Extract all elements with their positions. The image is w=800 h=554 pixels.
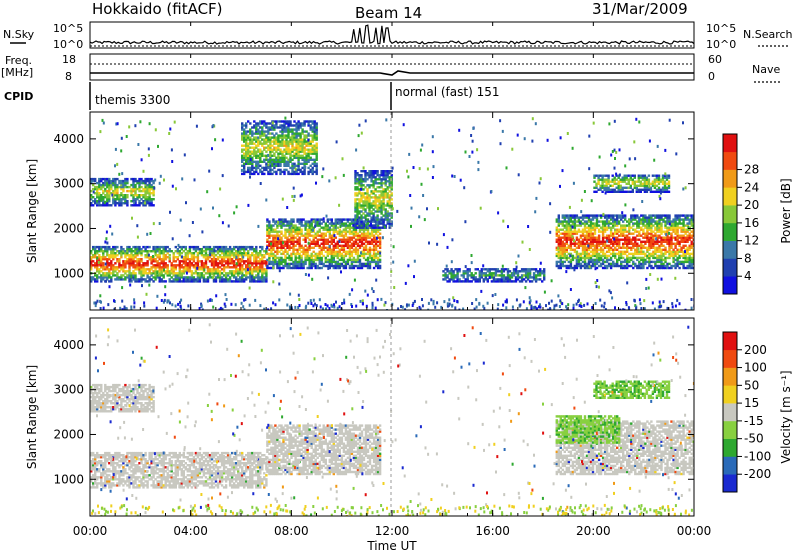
velocity-colorbar-tick-1: 100 bbox=[744, 361, 767, 375]
power-panel: 1000 2000 3000 4000 bbox=[53, 111, 695, 311]
velocity-colorbar-swatch-5 bbox=[723, 385, 737, 404]
power-ytick-3: 4000 bbox=[53, 132, 84, 146]
cpid-mode-1: themis 3300 bbox=[95, 93, 170, 107]
power-colorbar-tick-3: 16 bbox=[744, 216, 759, 230]
velocity-colorbar-swatch-6 bbox=[723, 367, 737, 386]
nsky-tick-top: 10^5 bbox=[53, 22, 83, 35]
time-axis: 00:00 04:00 08:00 12:00 16:00 20:00 00:00 bbox=[73, 22, 712, 538]
power-colorbar-swatch-3 bbox=[723, 222, 737, 241]
time-axis-label: Time UT bbox=[366, 539, 417, 553]
power-colorbar-swatch-5 bbox=[723, 187, 737, 206]
nsky-tick-bottom: 10^0 bbox=[53, 38, 83, 51]
velocity-panel: 1000 2000 3000 4000 bbox=[53, 317, 695, 517]
velocity-ytick-1: 2000 bbox=[53, 427, 84, 441]
velocity-colorbar-swatch-2 bbox=[723, 438, 737, 457]
time-tick-6: 00:00 bbox=[677, 524, 712, 538]
nsearch-tick-bottom: 10^0 bbox=[706, 38, 736, 51]
velocity-colorbar-tick-3: 15 bbox=[744, 396, 759, 410]
date-title: 31/Mar/2009 bbox=[592, 0, 688, 18]
velocity-colorbar-swatch-8 bbox=[723, 332, 737, 351]
nave-label: Nave bbox=[752, 63, 780, 76]
power-colorbar-swatch-4 bbox=[723, 205, 737, 224]
cpid-mode-2: normal (fast) 151 bbox=[395, 85, 499, 99]
power-colorbar-tick-4: 20 bbox=[744, 198, 759, 212]
power-ylabel: Slant Range [km] bbox=[25, 159, 39, 263]
velocity-ylabel: Slant Range [km] bbox=[25, 365, 39, 469]
velocity-colorbar-tick-2: 50 bbox=[744, 378, 759, 392]
time-tick-1: 04:00 bbox=[173, 524, 208, 538]
velocity-colorbar-swatch-4 bbox=[723, 403, 737, 422]
velocity-colorbar-swatch-0 bbox=[723, 474, 737, 493]
cpid-label: CPID bbox=[4, 90, 33, 103]
velocity-colorbar-label: Velocity [m s⁻¹] bbox=[779, 370, 793, 463]
power-colorbar-swatch-8 bbox=[723, 134, 737, 153]
nave-tick-bottom: 0 bbox=[708, 70, 715, 83]
velocity-colorbar-tick-5: -50 bbox=[744, 432, 764, 446]
power-ytick-1: 2000 bbox=[53, 221, 84, 235]
power-colorbar-tick-1: 8 bbox=[744, 251, 752, 265]
velocity-colorbar-tick-4: -15 bbox=[744, 414, 764, 428]
power-colorbar-label: Power [dB] bbox=[779, 178, 793, 243]
power-colorbar-swatch-7 bbox=[723, 151, 737, 170]
velocity-ytick-0: 1000 bbox=[53, 472, 84, 486]
velocity-colorbar-swatch-1 bbox=[723, 456, 737, 475]
velocity-colorbar: 200 100 50 15 -15 -50 -100 -200 bbox=[722, 331, 771, 493]
power-colorbar-swatch-0 bbox=[723, 276, 737, 295]
time-tick-0: 00:00 bbox=[73, 524, 108, 538]
power-colorbar-tick-2: 12 bbox=[744, 234, 759, 248]
time-tick-3: 12:00 bbox=[375, 524, 410, 538]
velocity-colorbar-tick-6: -100 bbox=[744, 449, 771, 463]
site-title: Hokkaido (fitACF) bbox=[92, 0, 223, 18]
power-ytick-2: 3000 bbox=[53, 177, 84, 191]
nsky-label: N.Sky bbox=[3, 28, 35, 41]
freq-tick-top: 18 bbox=[62, 53, 76, 66]
power-ytick-0: 1000 bbox=[53, 266, 84, 280]
nave-tick-top: 60 bbox=[708, 53, 722, 66]
velocity-colorbar-tick-0: 200 bbox=[744, 343, 767, 357]
velocity-colorbar-swatch-3 bbox=[723, 420, 737, 439]
power-colorbar-swatch-6 bbox=[723, 169, 737, 188]
freq-tick-bottom: 8 bbox=[65, 70, 72, 83]
power-colorbar-swatch-2 bbox=[723, 240, 737, 259]
power-colorbar-tick-0: 4 bbox=[744, 269, 752, 283]
nsearch-tick-top: 10^5 bbox=[706, 22, 736, 35]
beam-title: Beam 14 bbox=[355, 4, 422, 22]
velocity-ytick-3: 4000 bbox=[53, 338, 84, 352]
velocity-colorbar-swatch-7 bbox=[723, 349, 737, 368]
velocity-colorbar-tick-7: -200 bbox=[744, 467, 771, 481]
power-colorbar: 4 8 12 16 20 24 28 bbox=[722, 133, 759, 295]
power-colorbar-tick-5: 24 bbox=[744, 180, 759, 194]
time-tick-4: 16:00 bbox=[475, 524, 510, 538]
power-colorbar-tick-6: 28 bbox=[744, 163, 759, 177]
freq-label: Freq. bbox=[5, 54, 32, 67]
freq-unit: [MHz] bbox=[1, 66, 33, 79]
time-tick-2: 08:00 bbox=[274, 524, 309, 538]
power-colorbar-swatch-1 bbox=[723, 258, 737, 277]
time-tick-5: 20:00 bbox=[576, 524, 611, 538]
nsearch-label: N.Search bbox=[743, 28, 793, 41]
velocity-ytick-2: 3000 bbox=[53, 383, 84, 397]
